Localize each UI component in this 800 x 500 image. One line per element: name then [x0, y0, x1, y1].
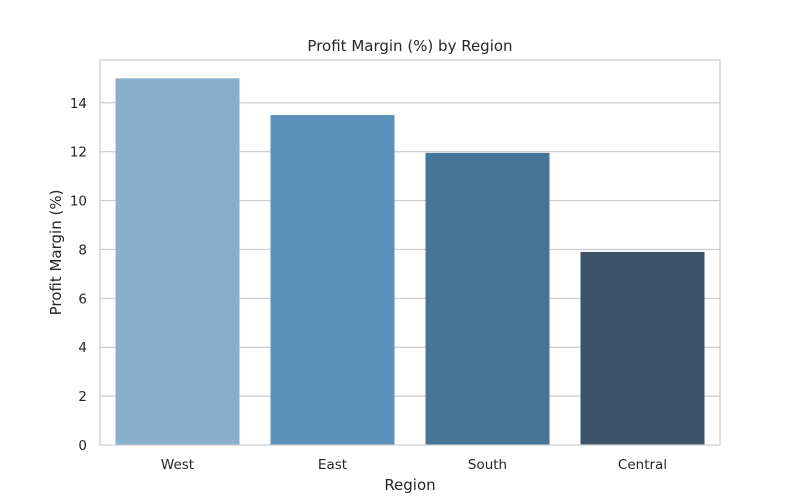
y-tick-label: 4 [78, 340, 87, 356]
y-axis-ticks: 0 2 4 6 8 10 12 14 [70, 96, 87, 454]
x-axis-label: Region [384, 476, 435, 494]
bar-south [425, 152, 550, 445]
y-tick-label: 8 [78, 242, 87, 258]
x-tick-label: East [318, 457, 347, 473]
x-tick-label: Central [618, 457, 667, 473]
x-tick-label: West [161, 457, 194, 473]
plot-frame [99, 59, 721, 446]
y-tick-label: 2 [78, 389, 87, 405]
chart-title: Profit Margin (%) by Region [307, 37, 512, 55]
y-tick-label: 6 [78, 291, 87, 307]
bar-east [270, 115, 395, 445]
bar-west [115, 78, 240, 445]
y-tick-label: 14 [70, 96, 87, 112]
bars [115, 78, 705, 445]
y-tick-label: 0 [78, 438, 87, 454]
bar-central [580, 251, 705, 445]
y-tick-label: 10 [70, 194, 87, 210]
y-axis-label: Profit Margin (%) [47, 190, 65, 316]
x-axis-ticks: West East South Central [161, 457, 667, 473]
x-tick-label: South [468, 457, 507, 473]
y-tick-label: 12 [70, 145, 87, 161]
